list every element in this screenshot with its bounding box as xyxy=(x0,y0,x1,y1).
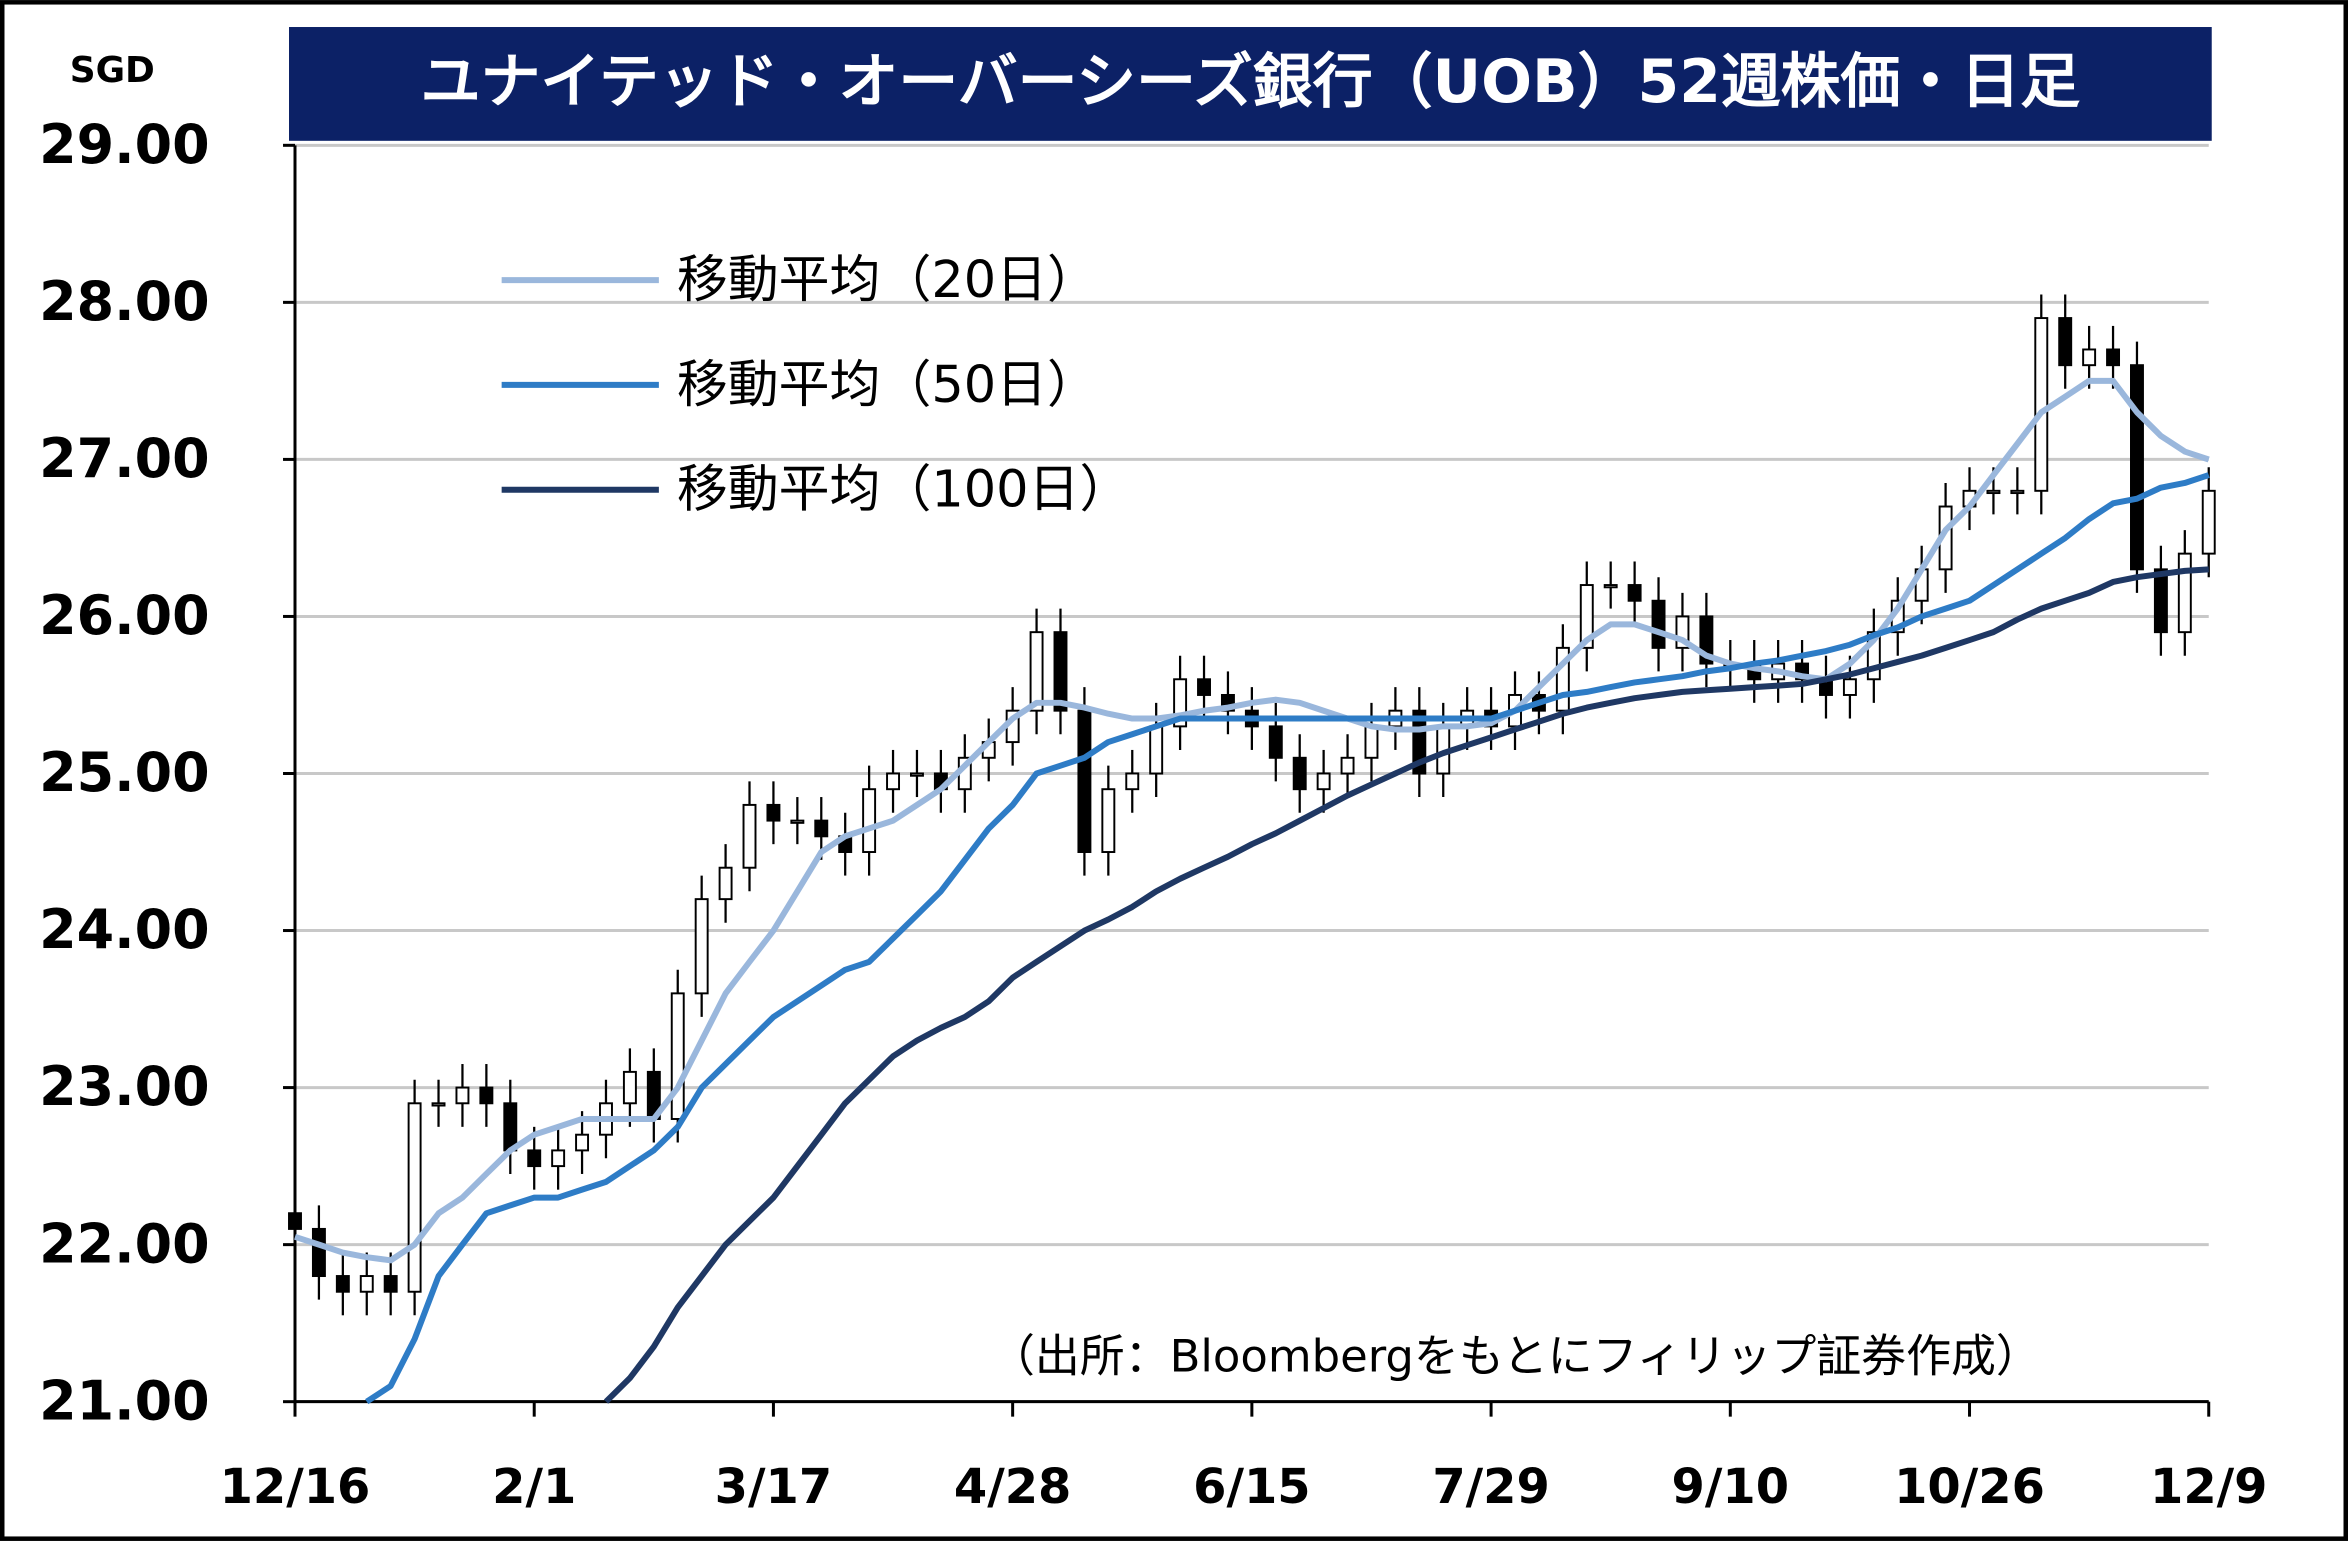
x-tick-label: 12/9 xyxy=(2150,1460,2268,1515)
legend-label: 移動平均（100日） xyxy=(677,461,1131,520)
chart-title: ユナイテッド・オーバーシーズ銀行（UOB）52週株価・日足 xyxy=(421,47,2081,117)
candle-body xyxy=(1077,709,1092,853)
candle-body xyxy=(479,1086,494,1105)
candle-body xyxy=(814,819,829,838)
candle-body xyxy=(2106,348,2121,367)
y-tick-label: 21.00 xyxy=(39,1369,209,1432)
moving-average-line xyxy=(365,472,2210,1405)
candle-body xyxy=(527,1149,542,1168)
candle-body xyxy=(1412,709,1427,775)
legend-label: 移動平均（20日） xyxy=(677,251,1098,310)
candle-body xyxy=(1579,584,1594,649)
candle-body xyxy=(383,1275,398,1293)
candle-body xyxy=(575,1133,590,1152)
candle-body xyxy=(1292,756,1307,791)
candle-body xyxy=(455,1086,470,1105)
candle-body xyxy=(1053,631,1068,712)
candle-body xyxy=(2201,489,2216,555)
candle-body xyxy=(790,819,805,824)
candle-body xyxy=(1197,678,1211,696)
legend-label: 移動平均（50日） xyxy=(677,356,1098,415)
candle-body xyxy=(1603,584,1618,589)
x-tick-label: 3/17 xyxy=(715,1460,833,1515)
candle-body xyxy=(694,898,709,995)
x-tick-label: 9/10 xyxy=(1672,1460,1790,1515)
candle-body xyxy=(2153,568,2168,634)
x-tick-label: 10/26 xyxy=(1894,1460,2045,1515)
candle-body xyxy=(407,1102,422,1293)
candle-body xyxy=(1029,631,1044,712)
candle-body xyxy=(1627,584,1642,602)
candle-body xyxy=(1101,788,1116,853)
x-tick-label: 2/1 xyxy=(492,1460,576,1515)
y-tick-label: 23.00 xyxy=(39,1055,209,1118)
candle-body xyxy=(670,992,685,1120)
candle-body xyxy=(2082,348,2097,367)
candle-body xyxy=(551,1149,566,1168)
moving-average-line xyxy=(603,566,2209,1404)
candle-body xyxy=(1340,756,1355,775)
candle-body xyxy=(431,1102,446,1107)
candle-body xyxy=(718,866,733,901)
candle-body xyxy=(1173,678,1188,728)
y-tick-label: 28.00 xyxy=(39,270,209,333)
candle-body xyxy=(2177,552,2192,634)
y-axis-unit: SGD xyxy=(70,50,155,91)
candle-body xyxy=(2130,364,2144,571)
x-tick-label: 6/15 xyxy=(1193,1460,1311,1515)
candle-body xyxy=(311,1227,326,1278)
candle-body xyxy=(1220,693,1235,712)
candle-body xyxy=(1125,772,1140,791)
candle-body xyxy=(2010,489,2025,495)
candle-body xyxy=(1795,662,1810,681)
x-tick-label: 12/16 xyxy=(220,1460,371,1515)
candle-body xyxy=(622,1070,637,1105)
candle-body xyxy=(909,772,924,777)
y-tick-label: 25.00 xyxy=(39,741,209,804)
x-tick-label: 7/29 xyxy=(1432,1460,1549,1515)
y-tick-label: 24.00 xyxy=(39,898,209,961)
candle-body xyxy=(862,788,877,853)
candle-body xyxy=(1675,615,1690,649)
candle-body xyxy=(335,1275,350,1293)
candle-body xyxy=(1986,489,2001,495)
candle-body xyxy=(288,1212,302,1230)
candle-body xyxy=(742,803,757,869)
candle-body xyxy=(1651,599,1666,649)
candle-body xyxy=(1149,725,1164,775)
x-tick-label: 4/28 xyxy=(954,1460,1072,1515)
y-tick-label: 26.00 xyxy=(39,584,209,647)
candle-body xyxy=(1316,772,1331,791)
candle-body xyxy=(1268,725,1283,759)
source-note: （出所：Bloombergをもとにフィリップ証券作成） xyxy=(990,1330,2041,1383)
candle-body xyxy=(1364,725,1379,759)
candle-body xyxy=(766,803,781,822)
y-tick-label: 22.00 xyxy=(39,1212,209,1275)
y-tick-label: 29.00 xyxy=(39,113,209,176)
candle-body xyxy=(886,772,901,791)
candle-body xyxy=(503,1102,518,1152)
candle-body xyxy=(2058,317,2073,367)
candle-body xyxy=(1842,678,1857,696)
candle-body xyxy=(2034,317,2049,492)
y-tick-label: 27.00 xyxy=(39,427,209,490)
candle-body xyxy=(1699,615,1714,665)
moving-average-line xyxy=(294,377,2210,1264)
title-box xyxy=(289,27,2212,141)
candle-body xyxy=(359,1275,374,1293)
